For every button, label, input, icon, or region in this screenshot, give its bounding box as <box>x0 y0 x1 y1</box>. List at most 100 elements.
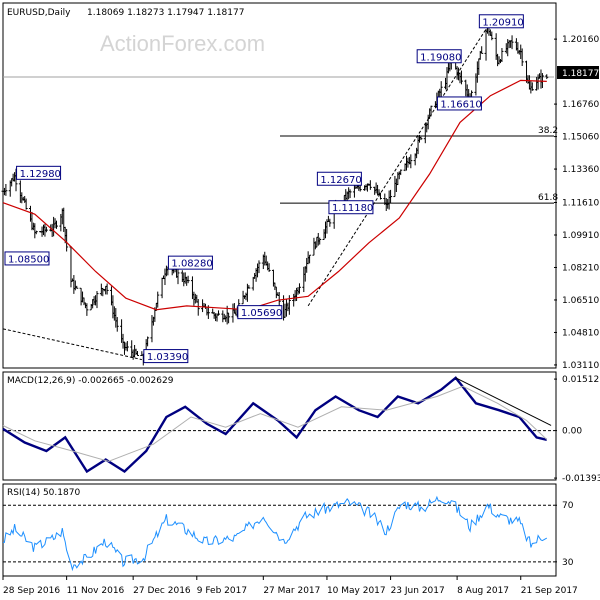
price-label-text: 1.12670 <box>320 175 361 186</box>
macd-panel-frame <box>2 371 557 481</box>
ohlc-bar <box>115 317 119 332</box>
x-tick-label: 23 Jun 2017 <box>391 586 445 596</box>
watermark: ActionForex.com <box>100 31 265 56</box>
ohlc-bar <box>176 268 180 285</box>
trendline <box>2 328 142 361</box>
price-label-box <box>237 305 283 320</box>
last-price-box <box>557 66 599 79</box>
price-label: 1.08500 <box>4 251 50 266</box>
price-label: 1.12670 <box>316 171 362 186</box>
fib-level-label: 61.8 <box>538 193 558 203</box>
price-label-box <box>316 171 362 186</box>
price-label: 1.11180 <box>328 200 374 215</box>
macd-panel: MACD(12,26,9) -0.002665 -0.002629 0.0151… <box>2 371 600 484</box>
ohlc-bar <box>439 81 443 98</box>
ohlc-bar <box>14 168 18 192</box>
ohlc-bar <box>186 275 190 284</box>
ohlc-bar <box>216 310 220 316</box>
price-label-text: 1.03390 <box>147 352 188 363</box>
macd-title: MACD(12,26,9) -0.002665 -0.002629 <box>7 376 174 386</box>
x-tick-label: 10 May 2017 <box>327 586 386 596</box>
ohlc-bar <box>247 285 251 289</box>
macd-y-tick-label: -0.013938 <box>562 474 600 484</box>
ohlc-bar <box>55 220 59 229</box>
ohlc-bar <box>4 184 8 196</box>
price-label-text: 1.05690 <box>241 308 282 319</box>
ohlc-bar <box>419 136 423 141</box>
ohlc-bar <box>409 154 413 169</box>
rsi-series-line <box>2 495 548 572</box>
ohlc-bar <box>318 237 322 245</box>
last-price-text: 1.18177 <box>562 69 599 79</box>
y-tick-label: 1.06510 <box>562 296 599 306</box>
ohlc-bar <box>95 291 99 309</box>
ohlc-bar <box>348 189 352 199</box>
main-title: EURUSD,Daily <box>7 8 71 18</box>
y-tick-label: 1.08210 <box>562 263 599 273</box>
ohlc-bar <box>135 350 139 357</box>
price-label-box <box>16 165 62 180</box>
y-tick-label: 1.15060 <box>562 133 599 143</box>
ohlc-bar <box>389 189 393 203</box>
price-label-box <box>436 96 482 111</box>
price-label-box <box>478 14 524 29</box>
price-label-text: 1.11180 <box>332 203 373 214</box>
price-label: 1.20910 <box>478 14 524 29</box>
ohlc-bar <box>75 285 79 289</box>
fib-level-label: 38.2 <box>538 126 558 136</box>
price-label-box <box>328 200 374 215</box>
ohlc-bar <box>530 82 534 91</box>
y-tick-label: 1.09910 <box>562 231 599 241</box>
macd-series-macd <box>2 376 548 474</box>
x-tick-label: 9 Feb 2017 <box>197 586 247 596</box>
y-tick-label: 1.04810 <box>562 328 599 338</box>
ohlc-bar <box>490 31 494 41</box>
price-label: 1.05690 <box>237 305 283 320</box>
ohlc-bar <box>105 283 109 295</box>
ohlc-readout: 1.18069 1.18273 1.17947 1.18177 <box>87 8 244 18</box>
ohlc-bar <box>24 198 28 210</box>
ohlc-bar <box>277 292 281 306</box>
y-tick-label: 1.11610 <box>562 199 599 209</box>
main-panel: ActionForex.com EURUSD,Daily 1.18069 1.1… <box>1 2 599 371</box>
ohlc-bar <box>540 73 544 88</box>
x-tick-label: 11 Nov 2016 <box>67 586 125 596</box>
ohlc-bar <box>459 70 463 85</box>
price-label: 1.12980 <box>16 165 62 180</box>
price-label-text: 1.08500 <box>8 254 49 265</box>
ohlc-bar <box>429 105 433 117</box>
ohlc-bar <box>34 230 38 235</box>
price-label-box <box>167 255 213 270</box>
macd-series-signal <box>2 385 548 462</box>
rsi-title: RSI(14) 50.1870 <box>7 488 80 498</box>
price-label: 1.03390 <box>143 349 189 364</box>
price-label: 1.19080 <box>416 49 462 64</box>
price-label-text: 1.16610 <box>440 99 481 110</box>
y-tick-label: 1.16760 <box>562 100 599 110</box>
ohlc-bar <box>44 226 48 233</box>
ohlc-bar <box>227 312 231 324</box>
rsi-panel: RSI(14) 50.1870 70 30 <box>2 483 574 577</box>
price-label-box <box>4 251 50 266</box>
ohlc-bar <box>480 46 484 54</box>
price-label-text: 1.20910 <box>482 17 523 28</box>
rsi-panel-frame <box>2 483 557 577</box>
ohlc-bar <box>328 218 332 227</box>
rsi-y-tick-label: 30 <box>562 558 574 568</box>
price-label-text: 1.19080 <box>420 52 461 63</box>
ohlc-bar <box>85 303 89 316</box>
x-tick-label: 8 Aug 2017 <box>457 586 509 596</box>
ohlc-bar <box>65 228 69 252</box>
macd-y-tick-label: 0.01512 <box>562 375 599 385</box>
rsi-y-tick-label: 70 <box>562 501 574 511</box>
ohlc-bar <box>257 260 261 274</box>
x-tick-label: 28 Sep 2016 <box>3 586 60 596</box>
ohlc-bar <box>125 341 129 352</box>
price-label: 1.08280 <box>167 255 213 270</box>
ohlc-bar <box>297 283 301 294</box>
x-tick-label: 27 Dec 2016 <box>133 586 191 596</box>
price-label-box <box>416 49 462 64</box>
macd-y-tick-label: 0.00 <box>562 427 582 437</box>
ohlc-bar <box>520 48 524 67</box>
x-axis: 28 Sep 2016 11 Nov 2016 27 Dec 2016 9 Feb 2… <box>2 576 578 596</box>
